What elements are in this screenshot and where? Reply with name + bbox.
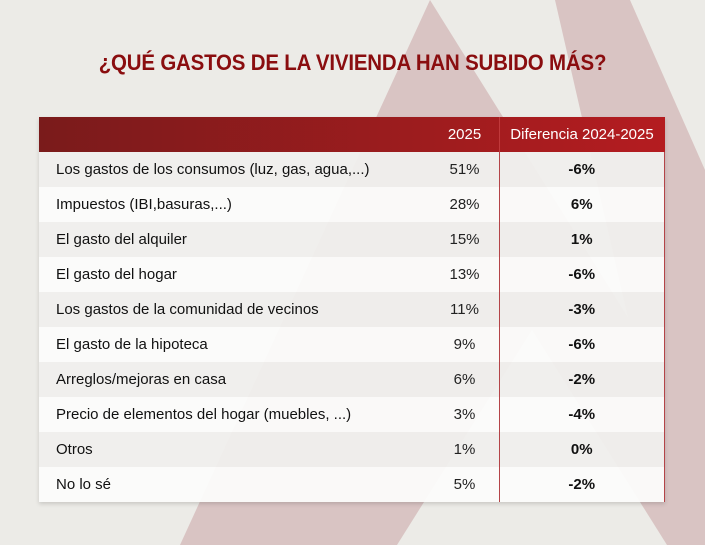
row-value-2025: 5% — [453, 476, 476, 493]
table-row: Otros 1% 0% — [39, 432, 665, 467]
row-value-2025: 28% — [449, 196, 480, 213]
row-label: No lo sé — [56, 476, 112, 493]
table-row: El gasto del hogar 13% -6% — [39, 257, 665, 292]
table-row: El gasto del alquiler 15% 1% — [39, 222, 665, 257]
table-row: Impuestos (IBI,basuras,...) 28% 6% — [39, 187, 665, 222]
row-value-2025: 3% — [453, 406, 476, 423]
table-row: Los gastos de los consumos (luz, gas, ag… — [39, 152, 665, 187]
row-label: Impuestos (IBI,basuras,...) — [56, 196, 232, 213]
row-value-2025: 15% — [449, 231, 480, 248]
row-label: Los gastos de los consumos (luz, gas, ag… — [56, 161, 370, 178]
row-label: El gasto del hogar — [56, 266, 177, 283]
table-row: Arreglos/mejoras en casa 6% -2% — [39, 362, 665, 397]
row-diff: 0% — [498, 432, 665, 467]
table-header: 2025 Diferencia 2024-2025 — [39, 117, 665, 152]
row-label: El gasto de la hipoteca — [56, 336, 208, 353]
row-label: Los gastos de la comunidad de vecinos — [56, 301, 319, 318]
header-2025: 2025 — [447, 126, 482, 143]
header-diferencia: Diferencia 2024-2025 — [498, 117, 665, 152]
header-label — [39, 117, 431, 152]
row-diff: -4% — [498, 397, 665, 432]
row-diff: 6% — [498, 187, 665, 222]
row-diff: -6% — [498, 327, 665, 362]
row-diff: -6% — [498, 152, 665, 187]
row-value-2025: 9% — [453, 336, 476, 353]
row-value-2025: 11% — [450, 301, 479, 318]
row-label: Arreglos/mejoras en casa — [56, 371, 227, 388]
row-label: Otros — [56, 441, 93, 458]
row-value-2025: 1% — [453, 441, 476, 458]
page-title: ¿QUÉ GASTOS DE LA VIVIENDA HAN SUBIDO MÁ… — [98, 50, 607, 75]
table-row: No lo sé 5% -2% — [39, 467, 665, 502]
row-diff: -6% — [498, 257, 665, 292]
row-diff: -2% — [498, 362, 665, 397]
table-row: Los gastos de la comunidad de vecinos 11%… — [39, 292, 665, 327]
row-value-2025: 51% — [449, 161, 480, 178]
row-diff: 1% — [498, 222, 665, 257]
row-value-2025: 6% — [453, 371, 476, 388]
data-table: 2025 Diferencia 2024-2025 Los gastos de … — [39, 117, 665, 502]
row-value-2025: 13% — [449, 266, 480, 283]
table-row: El gasto de la hipoteca 9% -6% — [39, 327, 665, 362]
row-diff: -2% — [498, 467, 665, 502]
row-label: El gasto del alquiler — [56, 231, 187, 248]
table-row: Precio de elementos del hogar (muebles, … — [39, 397, 665, 432]
row-diff: -3% — [498, 292, 665, 327]
row-label: Precio de elementos del hogar (muebles, … — [56, 406, 352, 423]
